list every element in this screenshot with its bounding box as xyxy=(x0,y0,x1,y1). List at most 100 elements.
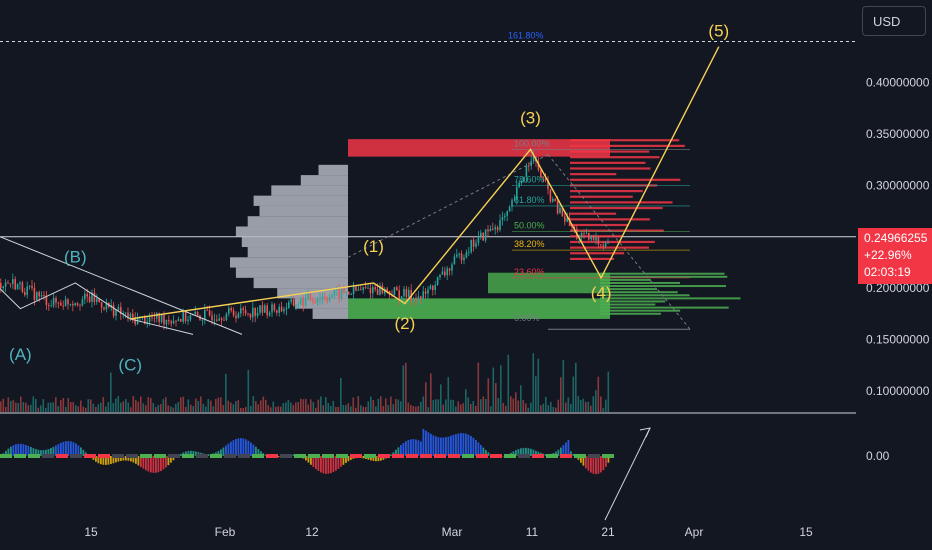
oscillator-signal-segment xyxy=(546,454,558,458)
candle-body xyxy=(309,293,312,301)
volume-bar xyxy=(180,397,182,412)
volume-bar xyxy=(275,406,277,412)
oscillator-bar xyxy=(462,433,465,456)
volume-bar xyxy=(505,405,507,412)
candle-body xyxy=(583,233,585,234)
candle-body xyxy=(240,308,242,314)
oscillator-bar xyxy=(110,456,112,465)
volume-bar xyxy=(382,405,385,412)
candle-body xyxy=(470,239,472,253)
candle-body xyxy=(537,161,540,171)
oscillator-bar xyxy=(57,444,60,456)
candle-body xyxy=(160,315,163,322)
volume-bar xyxy=(352,397,355,412)
volume-bar xyxy=(560,377,562,412)
oscillator-bar xyxy=(265,454,267,456)
candle-body xyxy=(72,303,74,306)
sell-volume-bar xyxy=(570,173,617,176)
oscillator-bar xyxy=(170,456,172,463)
candle-body xyxy=(540,170,542,178)
oscillator-bar xyxy=(452,434,455,456)
oscillator-bar xyxy=(420,441,422,456)
volume-bar xyxy=(77,406,80,412)
candle-body xyxy=(328,297,331,301)
oscillator-bar xyxy=(40,450,42,456)
candle-body xyxy=(432,285,434,291)
oscillator-signal-segment xyxy=(126,454,138,458)
candle-body xyxy=(16,284,19,290)
oscillator-bar xyxy=(240,438,242,456)
candle-body xyxy=(26,286,28,296)
volume-bar xyxy=(155,406,157,412)
volume-bar xyxy=(222,405,225,412)
volume-bar xyxy=(55,397,57,412)
volume-profile-bar xyxy=(271,185,348,196)
candle-body xyxy=(549,189,552,202)
oscillator-bar xyxy=(597,456,600,474)
volume-bar xyxy=(340,377,342,412)
oscillator-bar xyxy=(82,449,85,456)
candle-body xyxy=(364,287,367,289)
sell-volume-bar xyxy=(570,229,664,232)
currency-selector-button[interactable]: USD xyxy=(862,6,926,36)
volume-profile-bar xyxy=(253,195,348,206)
oscillator-signal-segment xyxy=(70,454,82,458)
candle-body xyxy=(369,287,372,294)
candle-body xyxy=(580,233,583,238)
candle-body xyxy=(64,299,67,307)
oscillator-bar xyxy=(305,456,307,461)
volume-bar xyxy=(415,406,417,412)
oscillator-bar xyxy=(480,445,482,456)
volume-profile-bar xyxy=(294,298,348,309)
candle-body xyxy=(153,318,156,319)
volume-bar xyxy=(227,400,230,412)
oscillator-bar xyxy=(145,456,147,471)
oscillator-bar xyxy=(257,449,260,456)
oscillator-bar xyxy=(485,450,487,456)
time-axis-label: 21 xyxy=(601,525,615,539)
candle-body xyxy=(561,207,564,217)
volume-profile-bar xyxy=(259,205,348,217)
oscillator-signal-segment xyxy=(154,454,166,458)
candle-body xyxy=(148,317,151,322)
volume-bar xyxy=(130,407,132,412)
volume-bar xyxy=(385,398,387,412)
candle-body xyxy=(525,165,528,178)
volume-bar xyxy=(457,401,460,412)
oscillator-signal-segment xyxy=(210,454,222,458)
oscillator-bar xyxy=(520,448,522,456)
wave-label: (B) xyxy=(64,247,87,266)
oscillator-bar xyxy=(75,443,77,456)
oscillator-bar xyxy=(112,456,115,464)
oscillator-bar xyxy=(565,442,567,456)
volume-bar xyxy=(325,397,327,412)
candle-body xyxy=(244,309,247,314)
candle-body xyxy=(484,229,487,241)
candle-body xyxy=(180,319,182,322)
volume-bar xyxy=(265,399,267,412)
candle-body xyxy=(117,307,120,311)
candle-body xyxy=(2,286,4,289)
candle-body xyxy=(36,292,38,300)
volume-bar xyxy=(510,396,512,412)
volume-bar xyxy=(262,396,265,412)
volume-bar xyxy=(277,406,280,412)
oscillator-signal-segment xyxy=(14,454,26,458)
candle-body xyxy=(427,289,429,294)
volume-bar xyxy=(387,405,390,412)
volume-bar xyxy=(492,367,495,412)
candle-body xyxy=(556,201,559,214)
volume-bar xyxy=(210,400,212,412)
volume-bar xyxy=(405,362,407,412)
candle-body xyxy=(14,279,16,290)
oscillator-bar xyxy=(185,451,187,456)
volume-bar xyxy=(487,378,490,412)
candle-body xyxy=(105,302,108,310)
oscillator-bar xyxy=(465,433,467,456)
candle-body xyxy=(57,302,60,304)
oscillator-bar xyxy=(535,450,537,456)
candle-body xyxy=(204,310,206,320)
candle-body xyxy=(266,305,268,316)
volume-bar xyxy=(360,405,362,412)
